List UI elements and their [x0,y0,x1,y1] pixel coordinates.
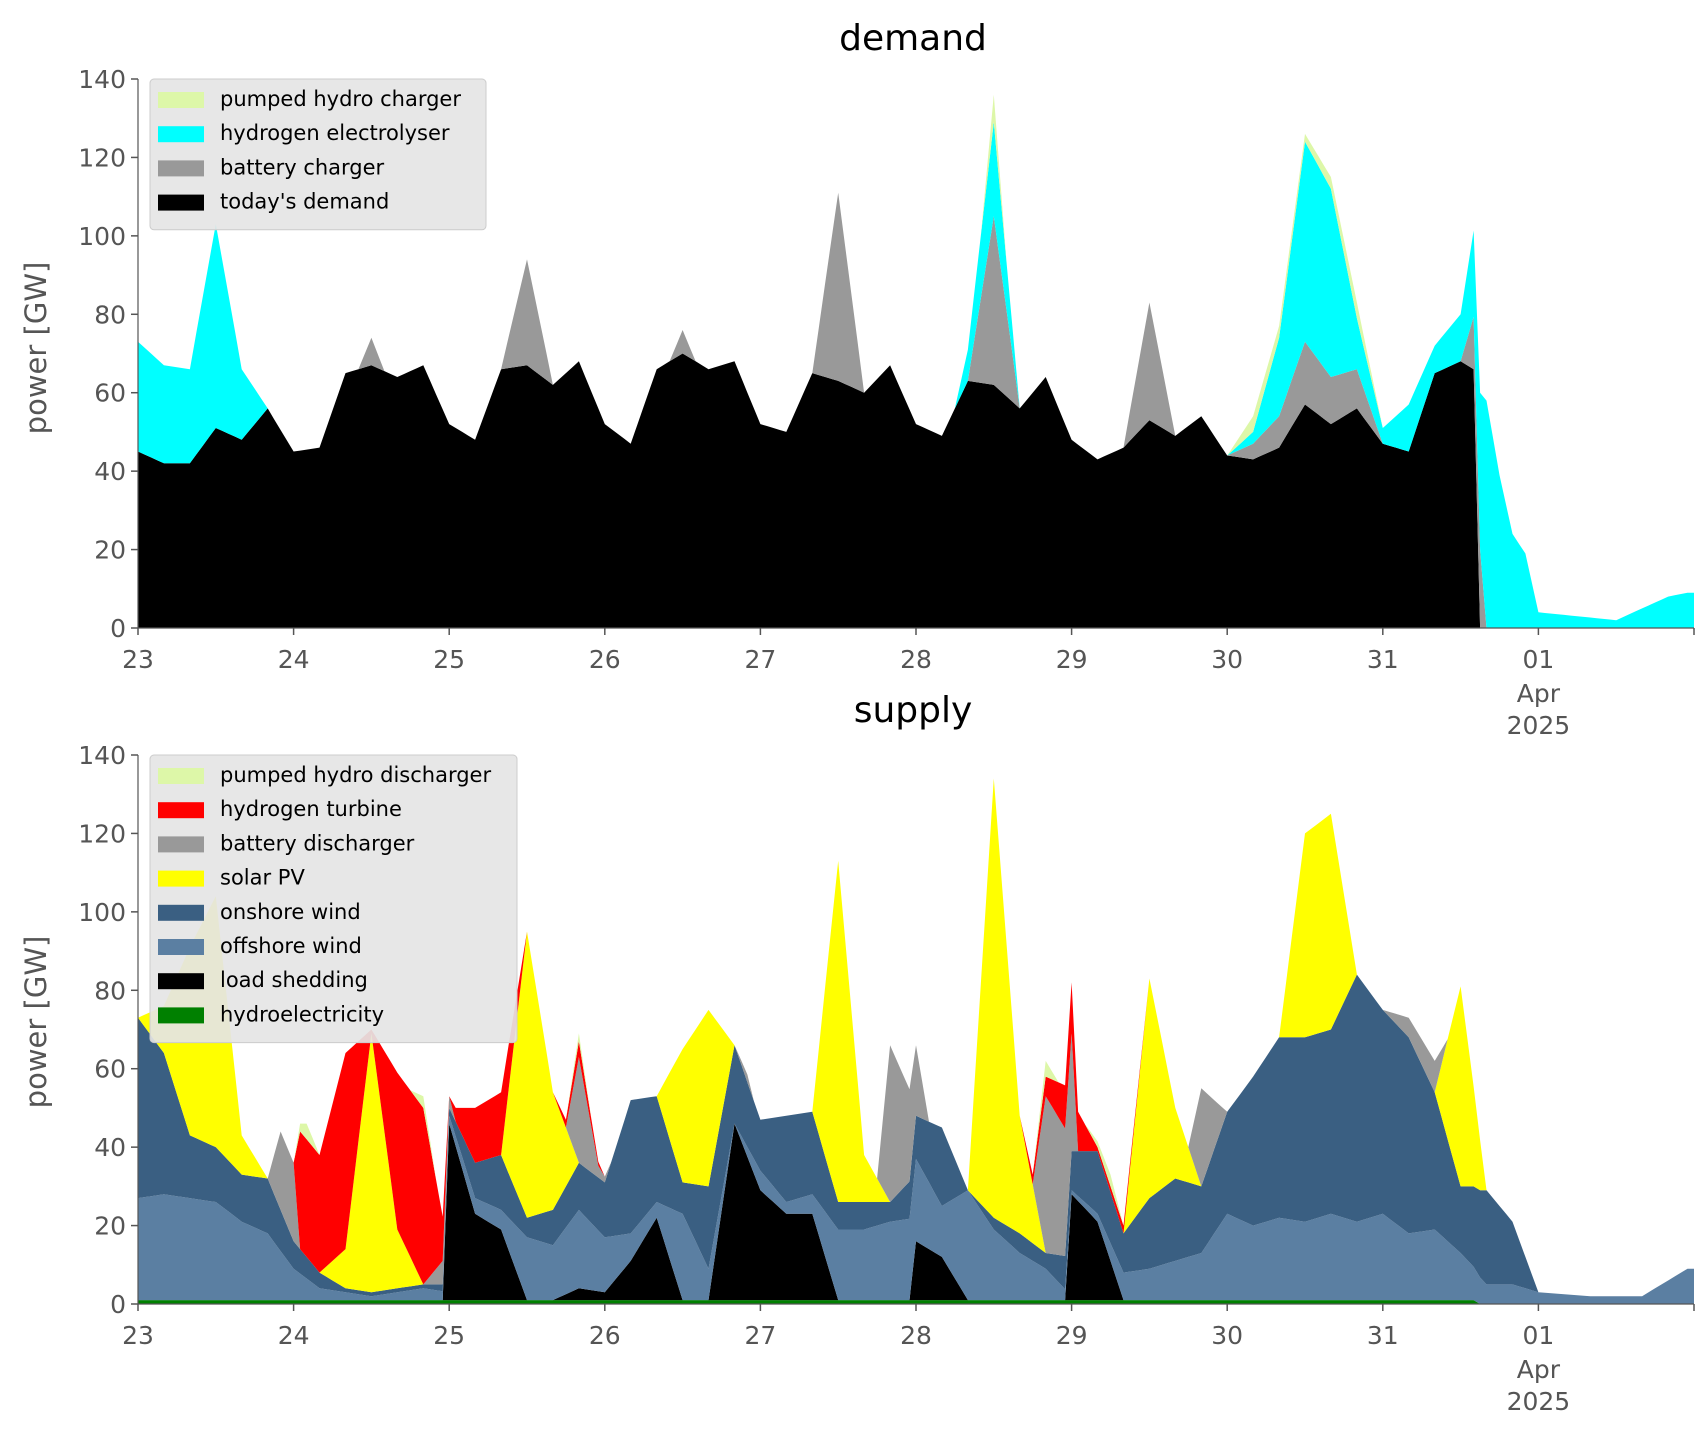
demand-legend-swatch-today-s-demand [158,194,204,211]
supply-area-offshore-wind [138,1115,1694,1304]
supply-x-tick-label: 25 [433,1321,465,1350]
supply-axes: 0 20 40 60 80 100 120 140 23 24 25 26 27 28 29 30 31 01 Ap… [78,741,1695,1416]
demand-y-tick-label: 140 [78,65,126,94]
supply-legend-swatch-solar-pv [158,870,204,887]
supply-legend-label-hydroelectricity: hydroelectricity [220,1002,384,1026]
demand-x-tick-sublabel: 2025 [1507,711,1571,740]
demand-legend-label-hydrogen-electrolyser: hydrogen electrolyser [220,121,450,145]
supply-legend-swatch-pumped-hydro-discharger [158,768,204,784]
supply-x-tick-label: 01 [1522,1321,1554,1350]
supply-x-tick-label: 31 [1367,1321,1399,1350]
supply-legend-swatch-load-shedding [158,973,204,990]
supply-x-tick-label: 29 [1056,1321,1088,1350]
demand-x-tick-label: 30 [1211,645,1243,674]
supply-legend-swatch-hydroelectricity [158,1007,204,1024]
supply-legend-label-battery-discharger: battery discharger [220,831,415,855]
supply-legend-swatch-battery-discharger [158,836,204,853]
supply-legend-label-pumped-hydro-discharger: pumped hydro discharger [220,763,491,787]
demand-x-tick-label: 25 [433,645,465,674]
demand-area-battery-charger [138,192,1694,628]
demand-x-tick-label: 28 [900,645,932,674]
supply-y-tick-label: 40 [94,1133,126,1162]
demand-legend-swatch-battery-charger [158,160,204,177]
supply-x-tick-sublabel: 2025 [1507,1387,1571,1416]
demand-legend-label-today-s-demand: today's demand [220,190,389,214]
supply-area-solar-pv [138,778,1694,1297]
supply-area-load-shedding [138,1123,1694,1304]
demand-y-tick-label: 120 [78,143,126,172]
supply-y-tick-label: 120 [78,819,126,848]
demand-y-tick-label: 80 [94,300,126,329]
demand-y-tick-label: 100 [78,222,126,251]
supply-y-tick-label: 140 [78,741,126,770]
demand-x-tick-label: 29 [1056,645,1088,674]
demand-y-tick-label: 40 [94,457,126,486]
supply-legend-swatch-onshore-wind [158,904,204,921]
demand-x-tick-label: 23 [122,645,154,674]
demand-legend-box [149,78,487,231]
demand-y-tick-label: 60 [94,379,126,408]
supply-y-tick-label: 80 [94,976,126,1005]
supply-legend-label-hydrogen-turbine: hydrogen turbine [220,797,402,821]
supply-chart-title: supply [854,690,973,731]
demand-y-tick-label: 0 [110,614,126,643]
demand-legend-label-pumped-hydro-charger: pumped hydro charger [220,87,461,111]
supply-area-onshore-wind [138,974,1694,1297]
supply-legend-swatch-hydrogen-turbine [158,802,204,819]
supply-x-tick-label: 30 [1211,1321,1243,1350]
supply-area-hydroelectricity [138,1300,1694,1304]
supply-legend-label-solar-pv: solar PV [220,866,305,890]
demand-x-tick-label: 27 [744,645,776,674]
demand-x-tick-label: 01 [1522,645,1554,674]
demand-axes: 0 20 40 60 80 100 120 140 23 24 25 26 27 28 29 30 31 01 Ap… [78,65,1695,740]
supply-y-tick-label: 20 [94,1212,126,1241]
supply-legend-box [149,754,518,1044]
supply-x-tick-label: 27 [744,1321,776,1350]
supply-y-axis-label: power [GW] [19,936,53,1109]
supply-legend-swatch-offshore-wind [158,939,204,955]
demand-legend-label-battery-charger: battery charger [220,155,385,179]
supply-legend-label-offshore-wind: offshore wind [220,934,362,958]
demand-x-tick-sublabel: Apr [1517,679,1561,708]
supply-x-tick-label: 28 [900,1321,932,1350]
supply-legend-label-load-shedding: load shedding [220,968,368,992]
supply-chart: supply power [GW] 0 20 40 60 80 100 120 140 23 24… [19,690,1695,1416]
demand-chart: demand power [GW] 0 20 40 60 80 100 120 140 23 24… [19,18,1695,740]
supply-x-tick-label: 26 [589,1321,621,1350]
demand-x-tick-label: 31 [1367,645,1399,674]
supply-y-tick-label: 0 [110,1290,126,1319]
supply-legend: pumped hydro discharger hydrogen turbine b… [149,754,518,1044]
demand-area-hydrogen-electrolyser [138,122,1694,628]
demand-chart-title: demand [839,18,987,59]
demand-area-series [138,94,1694,628]
demand-legend-swatch-hydrogen-electrolyser [158,126,204,143]
demand-x-tick-label: 26 [589,645,621,674]
supply-y-tick-label: 100 [78,898,126,927]
demand-legend-swatch-pumped-hydro-charger [158,92,204,108]
demand-x-tick-label: 24 [278,645,310,674]
supply-area-series [138,778,1694,1304]
supply-x-tick-label: 23 [122,1321,154,1350]
supply-y-tick-label: 60 [94,1055,126,1084]
supply-x-tick-label: 24 [278,1321,310,1350]
demand-y-axis-label: power [GW] [19,262,53,435]
demand-area-today-s-demand [138,353,1694,628]
supply-x-tick-sublabel: Apr [1517,1355,1561,1384]
demand-legend: pumped hydro charger hydrogen electrolyse… [149,78,487,231]
demand-y-tick-label: 20 [94,536,126,565]
supply-legend-label-onshore-wind: onshore wind [220,900,361,924]
